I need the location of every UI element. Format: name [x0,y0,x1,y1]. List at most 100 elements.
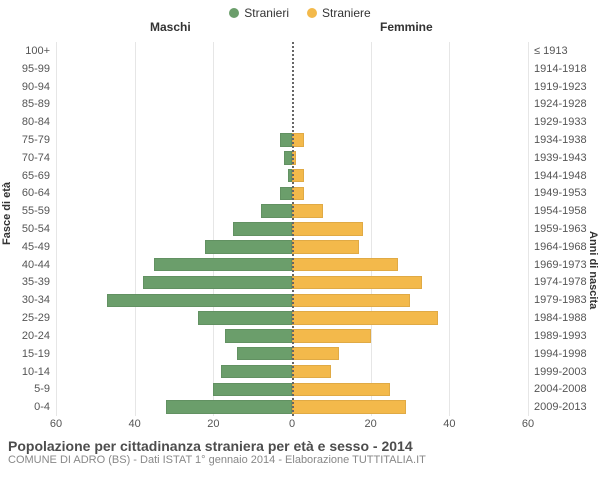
age-label: 90-94 [22,81,56,93]
age-label: 75-79 [22,134,56,146]
birth-year-label: ≤ 1913 [528,45,568,57]
legend: Stranieri Straniere [0,0,600,20]
age-label: 50-54 [22,223,56,235]
footer: Popolazione per cittadinanza straniera p… [0,434,600,466]
bar-male [213,383,292,397]
birth-year-label: 1979-1983 [528,294,587,306]
birth-year-label: 1989-1993 [528,330,587,342]
birth-year-label: 1939-1943 [528,152,587,164]
legend-item-female: Straniere [307,6,371,20]
bar-male [225,329,292,343]
bar-male [237,347,292,361]
legend-label-male: Stranieri [244,6,289,20]
bar-male [154,258,292,272]
birth-year-label: 1974-1978 [528,276,587,288]
birth-year-label: 1944-1948 [528,170,587,182]
bar-female [292,276,422,290]
bar-male [280,187,292,201]
x-tick-label: 0 [289,418,295,430]
birth-year-label: 1934-1938 [528,134,587,146]
bar-female [292,365,331,379]
age-label: 0-4 [34,401,56,413]
age-label: 35-39 [22,276,56,288]
bar-male [205,240,292,254]
bar-male [233,222,292,236]
birth-year-label: 1984-1988 [528,312,587,324]
bar-female [292,222,363,236]
column-headers: Maschi Femmine [0,20,600,38]
gridline [213,42,214,416]
birth-year-label: 1954-1958 [528,205,587,217]
chart-title: Popolazione per cittadinanza straniera p… [8,438,592,454]
legend-item-male: Stranieri [229,6,289,20]
chart-subtitle: COMUNE DI ADRO (BS) - Dati ISTAT 1° genn… [8,454,592,466]
gridline [528,42,529,416]
birth-year-label: 1999-2003 [528,366,587,378]
age-label: 45-49 [22,241,56,253]
birth-year-label: 1969-1973 [528,259,587,271]
gridline [56,42,57,416]
birth-year-label: 1914-1918 [528,63,587,75]
bar-female [292,240,359,254]
bar-female [292,311,438,325]
legend-label-female: Straniere [322,6,371,20]
x-tick-label: 40 [129,418,141,430]
x-tick-label: 40 [443,418,455,430]
age-label: 5-9 [34,383,56,395]
bar-female [292,383,390,397]
bar-female [292,294,410,308]
birth-year-label: 1959-1963 [528,223,587,235]
bar-female [292,347,339,361]
age-label: 10-14 [22,366,56,378]
bar-male [280,133,292,147]
gridline [449,42,450,416]
gridline [371,42,372,416]
birth-year-label: 1949-1953 [528,187,587,199]
header-female: Femmine [380,20,433,34]
zero-line [292,42,294,416]
birth-year-label: 2009-2013 [528,401,587,413]
y-axis-left-title: Fasce di età [1,231,13,245]
age-label: 15-19 [22,348,56,360]
bar-male [221,365,292,379]
age-label: 20-24 [22,330,56,342]
chart: Fasce di età Anni di nascita 100+≤ 19139… [0,42,600,434]
bar-female [292,204,323,218]
header-male: Maschi [150,20,191,34]
birth-year-label: 1929-1933 [528,116,587,128]
age-label: 40-44 [22,259,56,271]
bar-male [284,151,292,165]
plot-area: 100+≤ 191395-991914-191890-941919-192385… [56,42,528,416]
age-label: 80-84 [22,116,56,128]
x-axis: 6040200204060 [56,416,528,434]
bar-female [292,329,371,343]
bar-female [292,258,398,272]
bar-male [166,400,292,414]
birth-year-label: 1924-1928 [528,98,587,110]
x-tick-label: 60 [522,418,534,430]
swatch-female-icon [307,8,317,18]
bar-male [107,294,292,308]
bar-male [198,311,292,325]
age-label: 60-64 [22,187,56,199]
x-tick-label: 20 [365,418,377,430]
birth-year-label: 2004-2008 [528,383,587,395]
age-label: 55-59 [22,205,56,217]
age-label: 70-74 [22,152,56,164]
birth-year-label: 1994-1998 [528,348,587,360]
age-label: 85-89 [22,98,56,110]
gridline [135,42,136,416]
y-axis-right-title: Anni di nascita [587,231,599,245]
swatch-male-icon [229,8,239,18]
bar-male [261,204,292,218]
age-label: 65-69 [22,170,56,182]
birth-year-label: 1919-1923 [528,81,587,93]
x-tick-label: 20 [207,418,219,430]
age-label: 95-99 [22,63,56,75]
bar-female [292,400,406,414]
age-label: 30-34 [22,294,56,306]
bar-male [143,276,292,290]
age-label: 100+ [25,45,56,57]
x-tick-label: 60 [50,418,62,430]
age-label: 25-29 [22,312,56,324]
